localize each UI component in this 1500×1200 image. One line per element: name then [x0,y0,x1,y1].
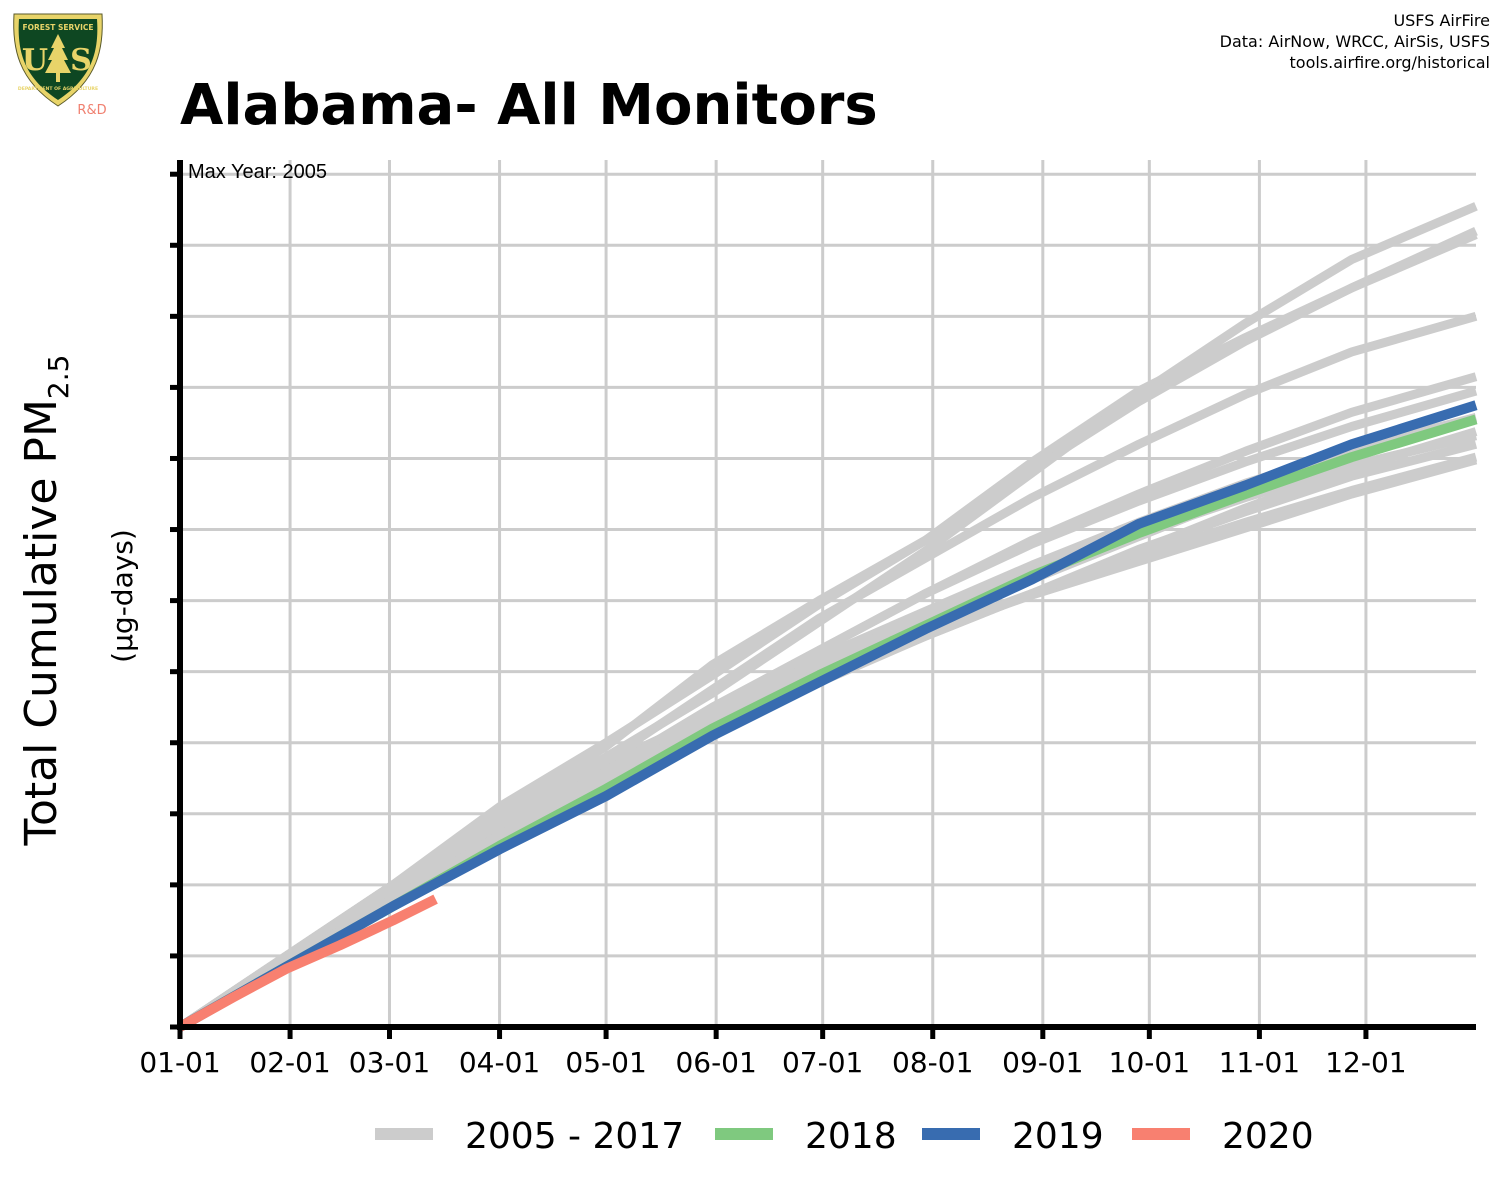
series-line-15 [177,894,438,1032]
max-year-annotation: Max Year: 2005 [188,161,327,183]
logo-badge-text: R&D [77,103,106,116]
series-lines [177,202,1478,1032]
chart-title: Alabama- All Monitors [180,73,878,138]
series-line-9 [177,202,1478,1031]
legend-label-1: 2018 [805,1116,897,1157]
credits-block: USFS AirFire Data: AirNow, WRCC, AirSis,… [1220,10,1490,73]
x-tick-label-8: 09-01 [1002,1046,1083,1079]
x-tick-label-4: 05-01 [565,1046,646,1079]
logo-top-text: FOREST SERVICE [22,23,93,32]
x-tick-label-7: 08-01 [892,1046,973,1079]
x-tick-label-6: 07-01 [782,1046,863,1079]
series-line-11 [177,439,1478,1031]
x-tick-label-5: 06-01 [675,1046,756,1079]
x-tick-labels: 01-01 02-01 03-01 04-01 05-01 06-01 07-01 08-01… [139,1046,1406,1079]
axes [170,160,1476,1039]
y-axis-units: (µg-days) [106,529,139,663]
x-tick-label-0: 01-01 [139,1046,220,1079]
credits-line-data: Data: AirNow, WRCC, AirSis, USFS [1219,32,1490,51]
x-tick-label-1: 02-01 [249,1046,330,1079]
y-axis-label-main: Total Cumulative PM [16,399,67,846]
credits-line-org: USFS AirFire [1393,11,1490,30]
logo-bottom-text: DEPARTMENT OF AGRICULTURE [18,86,98,92]
credits-line-url: tools.airfire.org/historical [1289,53,1490,72]
y-axis-label-subscript: 2.5 [42,355,75,400]
legend-label-0: 2005 - 2017 [465,1116,684,1157]
tree-icon [45,34,71,82]
x-tick-label-9: 10-01 [1109,1046,1190,1079]
logo-letter-left: U [22,43,48,78]
x-tick-label-11: 12-01 [1325,1046,1406,1079]
series-line-14 [177,400,1478,1032]
forest-service-logo: FOREST SERVICE U S DEPARTMENT OF AGRICUL… [13,13,107,116]
legend-label-2: 2019 [1012,1116,1104,1157]
x-tick-label-10: 11-01 [1219,1046,1300,1079]
logo-letter-right: S [70,43,92,78]
x-tick-label-2: 03-01 [349,1046,430,1079]
series-line-8 [177,431,1478,1031]
y-axis-label: Total Cumulative PM2.5 [16,355,75,847]
x-tick-label-3: 04-01 [459,1046,540,1079]
legend: 2005 - 2017 2018 2019 2020 [375,1116,1314,1157]
legend-label-3: 2020 [1222,1116,1314,1157]
